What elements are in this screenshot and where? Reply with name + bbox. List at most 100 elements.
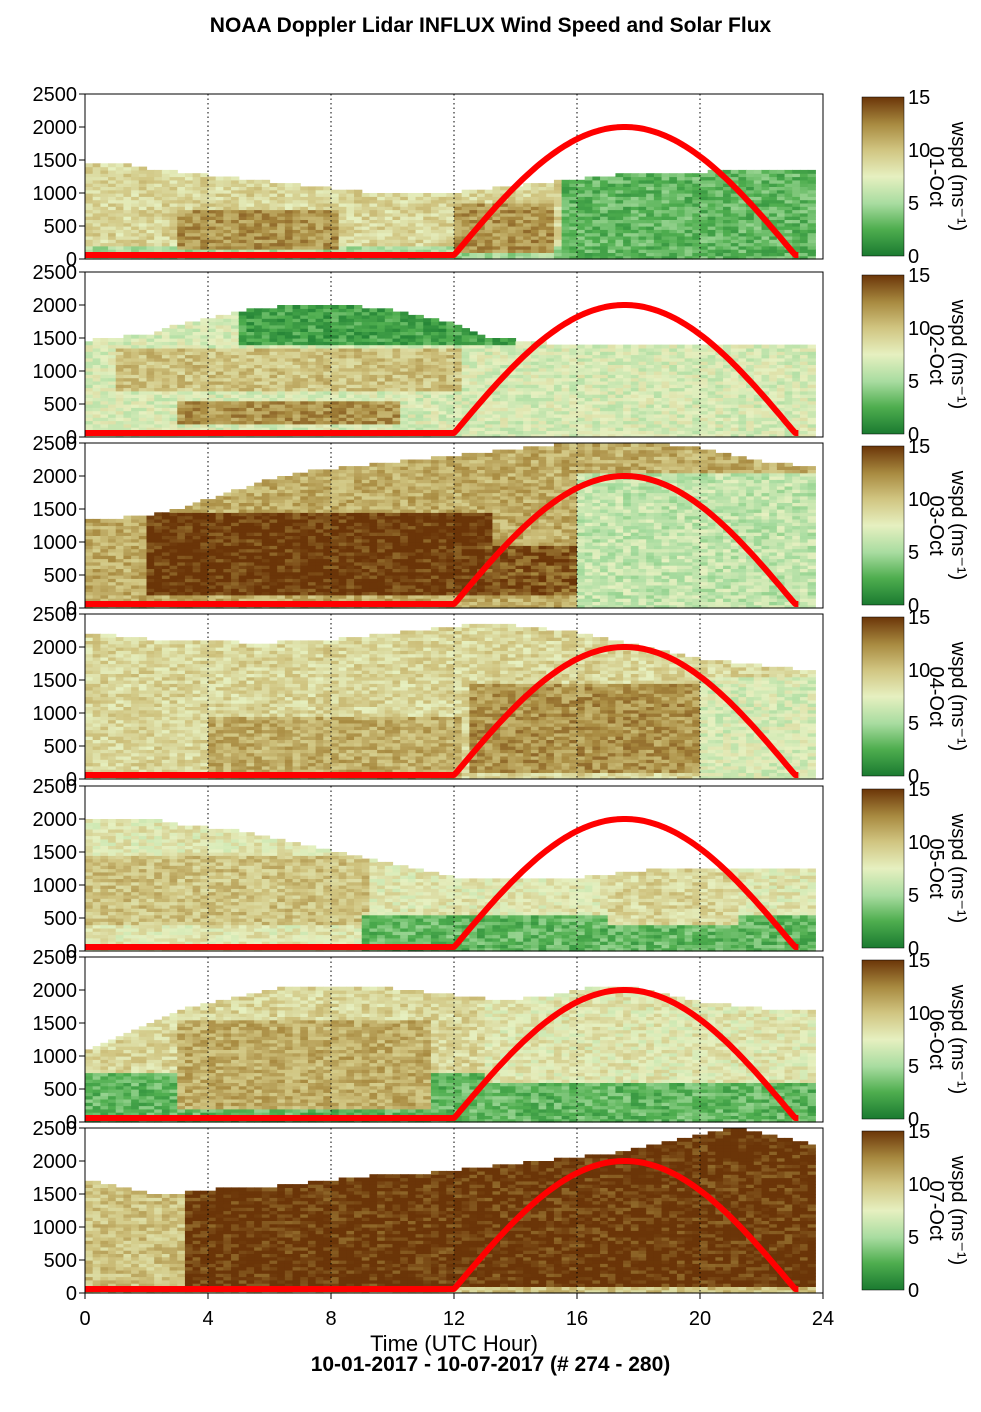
heatmap-cell <box>492 357 501 362</box>
heatmap-cell <box>369 407 378 412</box>
heatmap-cell <box>553 407 563 412</box>
heatmap-cell <box>423 341 432 346</box>
heatmap-cell <box>569 209 578 214</box>
heatmap-cell <box>430 387 440 392</box>
heatmap-cell <box>561 239 570 244</box>
heatmap-cell <box>254 193 263 197</box>
heatmap-cell <box>461 249 470 253</box>
heatmap-cell <box>154 199 163 204</box>
heatmap-cell <box>223 367 232 372</box>
heatmap-cell <box>115 341 125 346</box>
heatmap-cell <box>269 328 278 332</box>
heatmap-cell <box>592 413 601 418</box>
heatmap-cell <box>261 328 271 332</box>
heatmap-cell <box>546 242 555 247</box>
heatmap-cell <box>669 202 678 207</box>
heatmap-cell <box>254 423 263 428</box>
heatmap-cell <box>169 212 178 217</box>
heatmap-cell <box>415 318 424 323</box>
heatmap-cell <box>561 377 570 382</box>
heatmap-cell <box>500 404 509 408</box>
heatmap-cell <box>630 347 640 352</box>
heatmap-cell <box>377 407 386 412</box>
heatmap-cell <box>415 344 424 349</box>
heatmap-cell <box>277 216 286 220</box>
heatmap-cell <box>446 377 455 382</box>
heatmap-cell <box>92 377 101 382</box>
heatmap-cell <box>530 410 540 415</box>
heatmap-cell <box>776 212 786 217</box>
heatmap-cell <box>100 219 109 224</box>
heatmap-cell <box>200 390 209 395</box>
heatmap-cell <box>538 384 547 389</box>
heatmap-cell <box>415 413 424 418</box>
heatmap-cell <box>292 351 301 356</box>
heatmap-cell <box>85 347 94 352</box>
heatmap-cell <box>146 202 155 207</box>
heatmap-cell <box>323 232 332 237</box>
heatmap-cell <box>331 367 340 372</box>
heatmap-cell <box>692 235 701 240</box>
heatmap-cell <box>530 387 540 392</box>
heatmap-cell <box>215 193 224 197</box>
heatmap-cell <box>246 226 255 230</box>
heatmap-cell <box>776 229 786 234</box>
heatmap-cell <box>392 397 401 402</box>
heatmap-cell <box>323 242 332 247</box>
heatmap-cell <box>184 176 194 181</box>
heatmap-cell <box>238 344 248 349</box>
heatmap-cell <box>676 252 686 257</box>
heatmap-cell <box>784 229 793 234</box>
heatmap-cell <box>700 235 709 240</box>
heatmap-cell <box>392 427 401 431</box>
heatmap-cell <box>484 242 494 247</box>
heatmap-cell <box>85 245 94 250</box>
heatmap-cell <box>138 341 148 346</box>
heatmap-cell <box>354 311 363 316</box>
heatmap-cell <box>223 176 232 181</box>
heatmap-cell <box>146 169 155 174</box>
heatmap-cell <box>261 216 271 220</box>
heatmap-cell <box>738 232 747 237</box>
heatmap-cell <box>523 413 532 418</box>
heatmap-cell <box>646 189 655 194</box>
heatmap-cell <box>377 351 386 356</box>
heatmap-cell <box>369 308 378 313</box>
heatmap-cell <box>684 186 693 191</box>
heatmap-cell <box>738 226 747 230</box>
heatmap-cell <box>523 371 532 375</box>
heatmap-cell <box>623 199 632 204</box>
heatmap-cell <box>538 367 547 372</box>
heatmap-cell <box>369 404 378 408</box>
heatmap-cell <box>546 354 555 359</box>
heatmap-cell <box>377 377 386 382</box>
heatmap-cell <box>430 222 440 227</box>
heatmap-cell <box>169 232 178 237</box>
heatmap-cell <box>684 235 693 240</box>
heatmap-cell <box>607 361 617 365</box>
heatmap-cell <box>400 338 409 342</box>
heatmap-cell <box>215 212 224 217</box>
heatmap-cell <box>269 324 278 329</box>
heatmap-cell <box>600 249 609 253</box>
heatmap-cell <box>361 374 371 379</box>
heatmap-cell <box>177 186 186 191</box>
heatmap-cell <box>438 216 447 220</box>
heatmap-cell <box>577 344 586 349</box>
heatmap-cell <box>315 371 324 375</box>
heatmap-cell <box>377 229 386 234</box>
heatmap-cell <box>761 199 770 204</box>
heatmap-cell <box>254 226 263 230</box>
heatmap-cell <box>515 209 524 214</box>
heatmap-cell <box>653 216 663 220</box>
heatmap-cell <box>553 384 563 389</box>
heatmap-cell <box>507 371 517 375</box>
heatmap-cell <box>177 249 186 253</box>
heatmap-cell <box>284 338 294 342</box>
heatmap-cell <box>246 380 255 385</box>
heatmap-cell <box>246 331 255 336</box>
heatmap-cell <box>454 196 463 201</box>
heatmap-cell <box>254 420 263 425</box>
heatmap-cell <box>400 357 409 362</box>
heatmap-cell <box>100 361 109 365</box>
